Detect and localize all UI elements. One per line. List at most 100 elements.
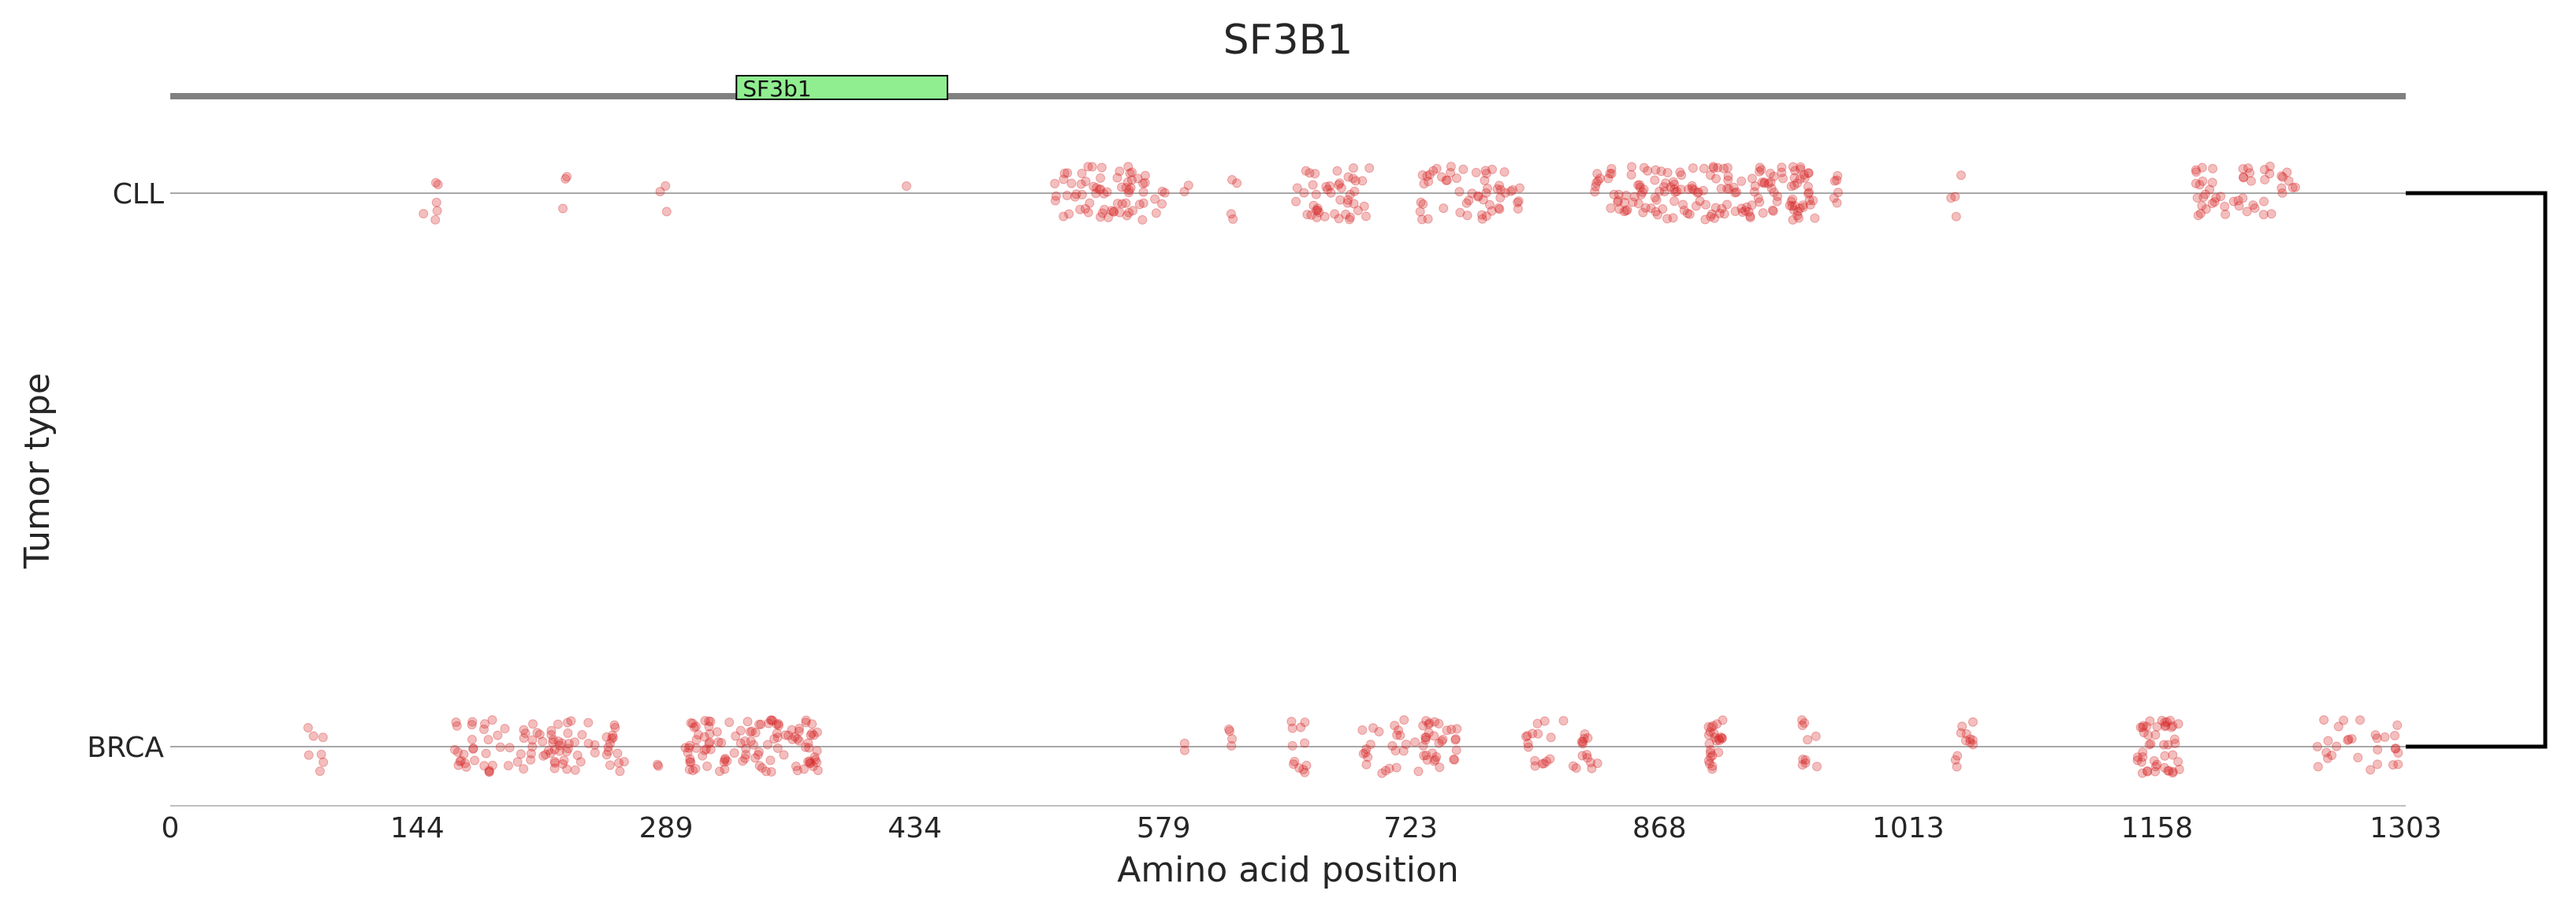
mutation-point: [2197, 162, 2207, 173]
mutation-point: [1051, 191, 1061, 201]
mutation-point: [431, 197, 441, 207]
mutation-point: [1789, 173, 1800, 183]
mutation-point: [1359, 201, 1369, 211]
mutation-point: [2159, 740, 2169, 750]
mutation-point: [1077, 189, 1087, 199]
mutation-point: [1419, 751, 1429, 761]
mutation-point: [1140, 177, 1150, 188]
category-baselines: [170, 192, 2406, 747]
mutation-point: [1640, 203, 1651, 213]
mutation-point: [812, 757, 822, 767]
mutation-point: [1650, 192, 1660, 203]
mutation-point: [590, 747, 600, 758]
mutation-point: [1793, 213, 1804, 223]
mutation-point: [1428, 166, 1439, 176]
mutation-point: [459, 749, 469, 759]
mutation-point: [1300, 738, 1310, 748]
mutation-point: [741, 750, 751, 760]
mutation-point: [1477, 214, 1487, 224]
mutation-point: [1808, 196, 1818, 206]
mutation-point: [1804, 168, 1814, 178]
mutation-point: [794, 724, 804, 734]
mutation-point: [1744, 207, 1754, 217]
mutation-point: [686, 717, 696, 728]
mutation-point: [1730, 188, 1740, 198]
mutation-point: [534, 729, 545, 740]
mutation-point: [2343, 734, 2354, 744]
mutation-point: [1800, 173, 1810, 183]
mutation-point: [1951, 211, 1961, 222]
mutation-point: [750, 728, 761, 738]
mutation-point: [1946, 193, 1956, 203]
mutation-point: [1716, 732, 1726, 742]
mutation-point: [495, 742, 505, 752]
mutation-point: [704, 716, 714, 726]
mutation-point: [1112, 173, 1122, 183]
x-tick-label: 579: [1137, 812, 1191, 844]
mutation-point: [2136, 757, 2146, 767]
mutation-point: [1672, 186, 1682, 196]
mutation-point: [615, 766, 625, 777]
mutation-point: [784, 730, 794, 740]
mutation-point: [1737, 176, 1747, 186]
mutation-point: [303, 750, 314, 760]
mutation-point: [1183, 181, 1193, 191]
mutation-point: [803, 757, 813, 767]
mutation-point: [1768, 206, 1778, 216]
mutation-point: [794, 736, 804, 746]
mutation-point: [653, 759, 663, 770]
mutation-point: [1343, 195, 1353, 205]
mutation-point: [1446, 162, 1456, 172]
mutation-point: [1708, 162, 1718, 172]
mutation-point: [1492, 184, 1502, 194]
mutation-point: [1704, 758, 1714, 769]
mutation-point: [787, 725, 797, 735]
mutation-point: [1334, 214, 1344, 224]
mutation-point: [1662, 168, 1673, 178]
mutation-point: [1442, 725, 1452, 736]
mutation-point: [2191, 165, 2201, 175]
mutation-point: [1961, 729, 1971, 739]
mutation-point: [2150, 762, 2161, 772]
mutation-point: [1530, 755, 1540, 766]
mutation-point: [1705, 727, 1715, 737]
mutation-point: [1583, 733, 1593, 743]
mutation-point: [303, 723, 313, 733]
mutation-point: [2332, 741, 2342, 751]
mutation-point: [449, 744, 460, 755]
mutation-point: [1797, 720, 1807, 730]
mutation-point: [1126, 167, 1137, 177]
dendrogram: [2406, 191, 2548, 749]
mutation-point: [455, 756, 465, 766]
mutation-point: [1661, 178, 1671, 188]
mutation-point: [2246, 176, 2256, 186]
mutation-point: [2266, 209, 2276, 219]
mutation-point: [2243, 163, 2254, 173]
mutation-point: [2238, 193, 2248, 203]
mutation-point: [1714, 208, 1725, 218]
mutation-point: [1450, 755, 1460, 765]
mutation-point: [1788, 162, 1798, 172]
mutation-point: [735, 725, 746, 736]
mutation-point: [1050, 196, 1060, 206]
mutation-point: [1723, 175, 1733, 185]
mutation-point: [1651, 195, 1662, 205]
mutation-point: [2276, 183, 2287, 193]
mutation-point: [1795, 173, 1805, 184]
mutation-point: [1658, 182, 1669, 192]
mutation-point: [790, 732, 800, 742]
mutation-point: [1128, 206, 1138, 216]
mutation-point: [1778, 173, 1788, 184]
mutation-point: [741, 743, 751, 754]
mutation-point: [1576, 736, 1587, 747]
mutation-point: [2239, 172, 2249, 182]
x-tick-label: 868: [1632, 812, 1687, 844]
mutation-point: [2207, 198, 2217, 208]
mutation-point: [1960, 736, 1971, 746]
mutation-point: [1423, 214, 1433, 224]
mutation-point: [2277, 188, 2288, 198]
mutation-point: [801, 715, 811, 725]
mutation-point: [2166, 722, 2176, 732]
mutation-point: [2343, 735, 2353, 745]
mutation-point: [1643, 166, 1653, 176]
